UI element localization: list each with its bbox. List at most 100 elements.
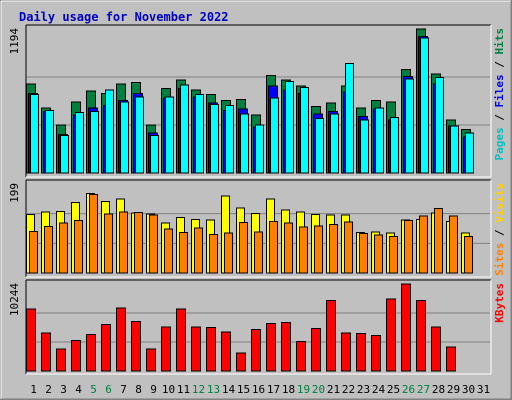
bar-kbytes-day-6 [101, 323, 111, 372]
bar-pages-day-21 [330, 113, 339, 174]
bar-kbytes-day-18 [281, 322, 291, 372]
chart-title: Daily usage for November 2022 [19, 10, 229, 24]
bar-sites-day-19 [299, 226, 308, 274]
bar-sites-day-3 [59, 222, 68, 274]
bar-sites-day-14 [224, 232, 233, 274]
bar-sites-day-17 [269, 221, 278, 274]
bar-kbytes-day-22 [341, 332, 351, 372]
bar-kbytes-day-10 [161, 326, 171, 372]
day-label-10: 10 [162, 383, 175, 396]
day-label-5: 5 [90, 383, 97, 396]
bar-sites-day-30 [464, 235, 473, 274]
bar-pages-day-28 [435, 77, 444, 174]
bar-kbytes-day-13 [206, 327, 216, 372]
day-label-18: 18 [282, 383, 295, 396]
bar-sites-day-9 [149, 214, 158, 274]
series-kbytes [26, 283, 456, 372]
bar-sites-day-7 [119, 211, 128, 274]
day-label-26: 26 [402, 383, 415, 396]
bar-sites-day-28 [434, 208, 443, 274]
scale-max-label: 10244 [8, 283, 21, 316]
legend-entry: Pages [493, 127, 506, 160]
day-label-7: 7 [120, 383, 127, 396]
day-label-9: 9 [150, 383, 157, 396]
day-label-8: 8 [135, 383, 142, 396]
bar-sites-day-10 [164, 228, 173, 274]
bar-sites-day-23 [359, 233, 368, 274]
bar-sites-day-8 [134, 212, 143, 274]
bar-sites-day-13 [209, 234, 218, 274]
bar-pages-day-30 [465, 132, 474, 174]
day-label-15: 15 [237, 383, 250, 396]
legend-entry: / [493, 55, 506, 75]
bar-sites-day-20 [314, 225, 323, 274]
bar-pages-day-29 [450, 125, 459, 174]
legend-entry: Hits [493, 28, 506, 55]
bar-sites-day-22 [344, 221, 353, 274]
scale-max-label: 1194 [8, 28, 21, 55]
series-sites [29, 194, 473, 274]
bar-pages-day-24 [375, 107, 384, 174]
day-label-29: 29 [447, 383, 460, 396]
day-label-17: 17 [267, 383, 280, 396]
bar-pages-day-17 [270, 97, 279, 174]
bar-pages-day-20 [315, 118, 324, 174]
panel-legend: KBytes [493, 283, 506, 323]
panel-hits_files_pages: 1194 Pages / Files / Hits [8, 24, 506, 178]
bar-pages-day-2 [45, 109, 54, 174]
bar-sites-day-2 [44, 225, 53, 274]
bar-sites-day-1 [29, 230, 38, 274]
bar-kbytes-day-28 [431, 326, 441, 372]
bar-sites-day-25 [389, 235, 398, 274]
day-label-16: 16 [252, 383, 265, 396]
day-label-1: 1 [30, 383, 37, 396]
day-label-14: 14 [222, 383, 236, 396]
bar-sites-day-16 [254, 231, 263, 274]
bar-pages-day-6 [105, 89, 114, 174]
day-label-3: 3 [60, 383, 67, 396]
day-label-13: 13 [207, 383, 220, 396]
bar-pages-day-3 [60, 135, 69, 174]
bar-kbytes-day-2 [41, 332, 51, 372]
legend-entry: KBytes [493, 283, 506, 323]
bar-sites-day-11 [179, 232, 188, 274]
day-label-27: 27 [417, 383, 430, 396]
bar-sites-day-27 [419, 215, 428, 274]
bar-kbytes-day-16 [251, 328, 261, 372]
series-pages [30, 37, 474, 174]
legend-entry: / [493, 108, 506, 128]
panel-legend: Sites / Visits [493, 183, 506, 276]
legend-entry: Files [493, 74, 506, 107]
bar-kbytes-day-29 [446, 346, 456, 372]
bar-sites-day-6 [104, 213, 113, 274]
panel-kbytes: 10244 KBytes [8, 279, 506, 375]
bar-pages-day-26 [405, 78, 414, 174]
bar-pages-day-19 [300, 86, 309, 174]
bar-kbytes-day-1 [26, 308, 36, 372]
day-label-24: 24 [372, 383, 386, 396]
bar-pages-day-12 [195, 94, 204, 174]
bar-kbytes-day-12 [191, 326, 201, 372]
day-labels: 1 2 3 4 5 6 7 8 9 10 11 12 13 14 15 16 17 18 19 20 21 22 23 24 2… [30, 383, 490, 396]
bar-kbytes-day-23 [356, 333, 366, 372]
day-label-31: 31 [477, 383, 490, 396]
panel-legend: Pages / Files / Hits [493, 28, 506, 161]
day-label-4: 4 [75, 383, 82, 396]
bar-pages-day-27 [420, 37, 429, 174]
bar-pages-day-8 [135, 96, 144, 174]
bar-pages-day-9 [150, 135, 159, 174]
bar-pages-day-14 [225, 104, 234, 174]
bar-sites-day-12 [194, 227, 203, 274]
bar-pages-day-23 [360, 119, 369, 174]
bar-kbytes-day-14 [221, 331, 231, 372]
bar-kbytes-day-19 [296, 340, 306, 372]
day-label-12: 12 [192, 383, 205, 396]
bar-pages-day-18 [285, 80, 294, 174]
day-label-30: 30 [462, 383, 475, 396]
bar-sites-day-24 [374, 234, 383, 274]
day-label-28: 28 [432, 383, 445, 396]
bar-kbytes-day-17 [266, 322, 276, 372]
legend-entry: / [493, 223, 506, 243]
bar-kbytes-day-24 [371, 334, 381, 372]
